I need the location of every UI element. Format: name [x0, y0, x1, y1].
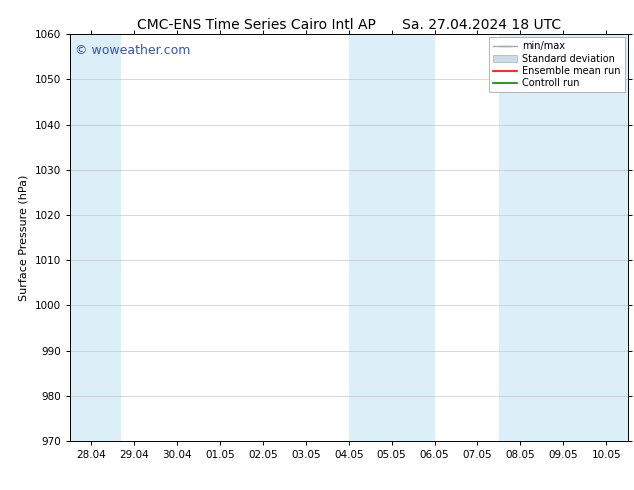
- Title: CMC-ENS Time Series Cairo Intl AP      Sa. 27.04.2024 18 UTC: CMC-ENS Time Series Cairo Intl AP Sa. 27…: [137, 18, 560, 32]
- Legend: min/max, Standard deviation, Ensemble mean run, Controll run: min/max, Standard deviation, Ensemble me…: [489, 37, 624, 92]
- Text: © woweather.com: © woweather.com: [75, 45, 191, 57]
- Y-axis label: Surface Pressure (hPa): Surface Pressure (hPa): [19, 174, 29, 301]
- Bar: [499, 34, 628, 441]
- Bar: [70, 34, 121, 441]
- Bar: [349, 34, 434, 441]
